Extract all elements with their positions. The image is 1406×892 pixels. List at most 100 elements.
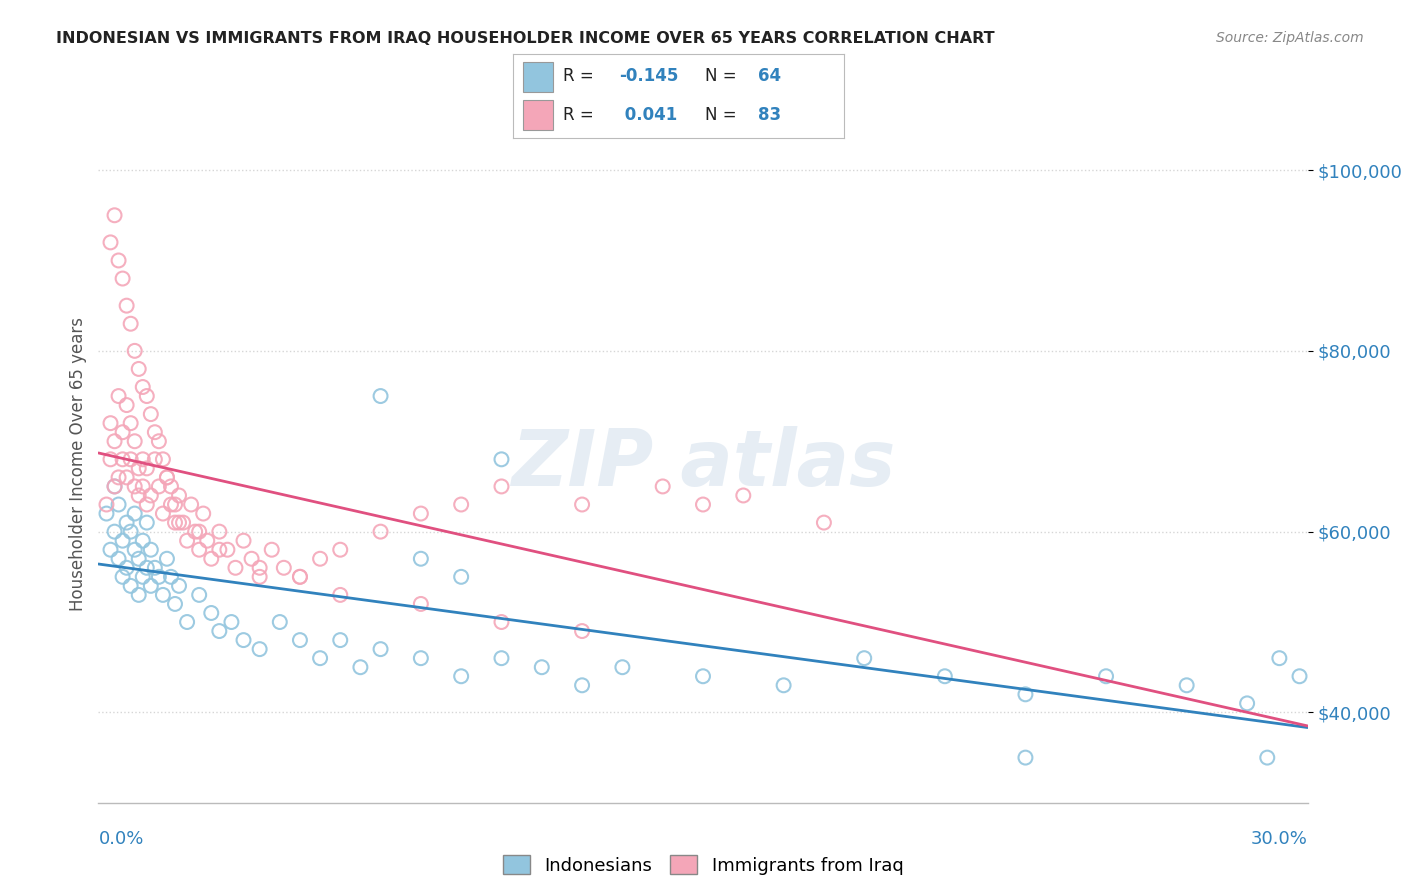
Point [111,570,134,584]
Point [128,588,150,602]
Y-axis label: Householder Income Over 65 years: Householder Income Over 65 years [69,317,87,611]
Point [167,516,190,530]
Point [450,570,472,584]
Point [232,633,254,648]
Point [100,416,122,430]
Text: N =: N = [704,106,742,124]
Point [148,479,170,493]
Point [128,488,150,502]
Point [103,479,125,493]
Point [571,498,593,512]
Point [853,651,876,665]
Point [115,561,138,575]
Legend: Indonesians, Immigrants from Iraq: Indonesians, Immigrants from Iraq [495,848,911,882]
Point [249,642,271,657]
Point [100,452,122,467]
Point [1175,678,1198,692]
Point [409,651,432,665]
Point [193,507,215,521]
Point [208,524,231,539]
Point [1095,669,1118,683]
Point [1256,750,1278,764]
Point [115,299,138,313]
Point [491,651,513,665]
Text: 30.0%: 30.0% [1251,830,1308,847]
FancyBboxPatch shape [523,62,553,92]
Point [111,425,134,440]
Point [370,389,392,403]
Point [160,570,183,584]
Point [329,633,352,648]
Point [249,570,271,584]
Point [1014,687,1036,701]
Point [120,452,142,467]
Point [329,588,352,602]
Point [124,434,146,449]
Point [132,570,155,584]
Point [103,524,125,539]
Point [143,561,166,575]
Point [491,452,513,467]
Point [120,579,142,593]
Point [115,470,138,484]
Point [163,597,186,611]
Point [530,660,553,674]
Point [139,407,162,421]
Point [156,470,179,484]
Point [370,642,392,657]
Point [208,624,231,638]
Point [139,488,162,502]
Point [188,588,211,602]
Point [200,551,222,566]
Point [409,597,432,611]
Point [612,660,634,674]
Text: R =: R = [562,68,599,86]
Point [409,551,432,566]
Point [111,533,134,548]
Point [128,551,150,566]
Point [692,498,714,512]
Point [156,551,179,566]
Point [1268,651,1291,665]
Point [491,479,513,493]
Point [120,317,142,331]
Point [273,561,295,575]
Point [124,507,146,521]
FancyBboxPatch shape [523,100,553,130]
Point [163,498,186,512]
Point [135,498,157,512]
Point [195,533,218,548]
Point [288,570,311,584]
Point [132,479,155,493]
Point [128,461,150,475]
Point [132,380,155,394]
Point [349,660,371,674]
Point [184,524,207,539]
Point [143,452,166,467]
Point [120,416,142,430]
Point [115,516,138,530]
Point [221,615,243,629]
Point [103,208,125,222]
Point [111,271,134,285]
Point [135,516,157,530]
Point [692,669,714,683]
Point [1014,750,1036,764]
Point [491,615,513,629]
Point [160,498,183,512]
Point [813,516,835,530]
Point [111,452,134,467]
Text: R =: R = [562,106,599,124]
Point [260,542,283,557]
Point [240,551,263,566]
Point [148,434,170,449]
Point [450,669,472,683]
Point [107,551,129,566]
Point [107,470,129,484]
Point [172,516,194,530]
Text: N =: N = [704,68,742,86]
Point [148,570,170,584]
Point [139,579,162,593]
Point [107,253,129,268]
Point [132,452,155,467]
